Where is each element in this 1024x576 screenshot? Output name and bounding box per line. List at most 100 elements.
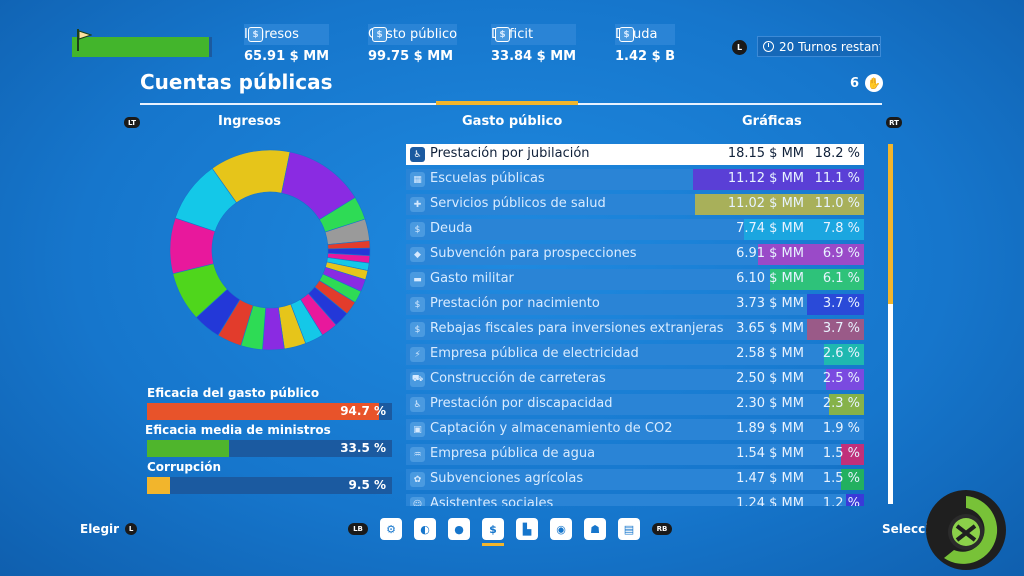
spending-percent: 7.8 % <box>822 221 860 236</box>
clock-icon <box>763 41 774 52</box>
spending-bar <box>694 194 864 215</box>
spending-icon: $ <box>372 27 387 42</box>
spending-row[interactable]: ☺ Asistentes sociales 1.24 $ MM 1.2 % <box>406 494 864 506</box>
spending-name: Deuda <box>430 221 473 236</box>
choose-hint: Elegir L <box>80 522 138 536</box>
spending-row[interactable]: $ Prestación por nacimiento 3.73 $ MM 3.7 % <box>406 294 864 315</box>
spending-name: Gasto militar <box>430 271 514 286</box>
spending-bar <box>845 494 864 506</box>
spending-bar <box>744 219 864 240</box>
spending-row[interactable]: $ Rebajas fiscales para inversiones extra… <box>406 319 864 340</box>
spending-row[interactable]: ▦ Escuelas públicas 11.12 $ MM 11.1 % <box>406 169 864 190</box>
category-tab-icon[interactable]: ◐ <box>414 518 436 540</box>
spending-amount: 2.58 $ MM <box>736 346 804 361</box>
spending-amount: 1.89 $ MM <box>736 421 804 436</box>
spending-percent: 11.0 % <box>814 196 860 211</box>
notification-counter[interactable]: 6 ✋ <box>850 74 884 92</box>
spending-row[interactable]: ▬ Gasto militar 6.10 $ MM 6.1 % <box>406 269 864 290</box>
spending-amount: 1.47 $ MM <box>736 471 804 486</box>
spending-percent: 2.5 % <box>822 371 860 386</box>
scrollbar-track[interactable] <box>888 144 893 504</box>
spending-name: Rebajas fiscales para inversiones extran… <box>430 321 724 336</box>
spending-bar <box>770 269 864 290</box>
rb-button-icon[interactable]: RB <box>652 523 672 535</box>
income-icon: $ <box>248 27 263 42</box>
spending-bar <box>757 244 864 265</box>
spending-row[interactable]: ⛟ Construcción de carreteras 2.50 $ MM 2.5 … <box>406 369 864 390</box>
scrollbar-thumb[interactable] <box>888 144 893 304</box>
debt-icon: $ <box>619 27 634 42</box>
spending-percent: 2.6 % <box>822 346 860 361</box>
category-tab-icon[interactable]: ◉ <box>550 518 572 540</box>
lt-button-icon[interactable]: LT <box>124 117 140 128</box>
stat-value: 99.75 $ MM <box>368 49 454 64</box>
spending-percent: 6.1 % <box>822 271 860 286</box>
column-graficas[interactable]: Gráficas <box>742 114 802 129</box>
stat-value: 1.42 $ B <box>615 49 676 64</box>
spending-row[interactable]: ◆ Subvención para prospecciones 6.91 $ MM 6… <box>406 244 864 265</box>
page-title: Cuentas públicas <box>140 70 333 94</box>
spending-category-icon: $ <box>410 222 425 237</box>
category-tab-icon[interactable]: ● <box>448 518 470 540</box>
spending-row[interactable]: ⚡ Empresa pública de electricidad 2.58 $ M… <box>406 344 864 365</box>
spending-category-icon: ⚡ <box>410 347 425 362</box>
xbox-achievements-logo <box>926 490 1006 570</box>
spending-row[interactable]: ♿ Prestación por jubilación 18.15 $ MM 18.2… <box>406 144 864 165</box>
category-tab-icon[interactable]: ▙ <box>516 518 538 540</box>
counter-value: 6 <box>850 75 860 91</box>
spending-category-icon: ♒ <box>410 447 425 462</box>
spending-percent: 3.7 % <box>822 321 860 336</box>
active-column-indicator <box>436 101 578 105</box>
metric-value: 33.5 % <box>340 441 386 455</box>
spending-name: Empresa pública de electricidad <box>430 346 639 361</box>
lb-button-icon[interactable]: LB <box>348 523 368 535</box>
spending-amount: 1.54 $ MM <box>736 446 804 461</box>
spending-amount: 18.15 $ MM <box>727 146 804 161</box>
stat-value: 65.91 $ MM <box>244 49 330 64</box>
progress-fill <box>72 37 210 57</box>
spending-category-icon: ◆ <box>410 247 425 262</box>
spending-category-icon: ✚ <box>410 197 425 212</box>
spending-percent: 18.2 % <box>814 146 860 161</box>
spending-amount: 6.10 $ MM <box>736 271 804 286</box>
column-gasto-publico[interactable]: Gasto público <box>462 114 563 129</box>
choose-label: Elegir <box>80 522 120 536</box>
spending-bar <box>825 369 864 390</box>
spending-name: Empresa pública de agua <box>430 446 596 461</box>
spending-row[interactable]: ♿ Prestación por discapacidad 2.30 $ MM 2.3… <box>406 394 864 415</box>
turns-button-icon[interactable]: L <box>732 40 747 55</box>
spending-amount: 6.91 $ MM <box>736 246 804 261</box>
category-tab-icon[interactable]: ☗ <box>584 518 606 540</box>
spending-category-icon: ✿ <box>410 472 425 487</box>
spending-name: Captación y almacenamiento de CO2 <box>430 421 673 436</box>
income-donut-chart <box>169 149 371 351</box>
spending-percent: 3.7 % <box>822 296 860 311</box>
l-button-icon: L <box>125 523 138 535</box>
turns-text: 20 Turnos restant <box>779 39 881 54</box>
spending-bar <box>824 344 864 365</box>
stat-value: 33.84 $ MM <box>491 49 577 64</box>
spending-name: Subvención para prospecciones <box>430 246 637 261</box>
spending-row[interactable]: ▣ Captación y almacenamiento de CO2 1.89 $… <box>406 419 864 440</box>
spending-list: ♿ Prestación por jubilación 18.15 $ MM 18.2… <box>406 144 864 506</box>
spending-name: Subvenciones agrícolas <box>430 471 584 486</box>
spending-bar <box>840 444 864 465</box>
spending-name: Asistentes sociales <box>430 496 554 506</box>
spending-name: Prestación por nacimiento <box>430 296 600 311</box>
column-ingresos[interactable]: Ingresos <box>218 114 282 129</box>
category-tab-icon[interactable]: ⚙ <box>380 518 402 540</box>
spending-amount: 3.65 $ MM <box>736 321 804 336</box>
stat-gasto: $ Gasto público 99.75 $ MM <box>368 24 458 64</box>
donut-slice <box>281 151 356 220</box>
category-tab-icon[interactable]: $ <box>482 518 504 546</box>
spending-row[interactable]: ✚ Servicios públicos de salud 11.02 $ MM 11… <box>406 194 864 215</box>
rt-button-icon[interactable]: RT <box>886 117 902 128</box>
spending-category-icon: $ <box>410 297 425 312</box>
category-tab-icon[interactable]: ▤ <box>618 518 640 540</box>
flag-icon <box>77 29 92 51</box>
spending-name: Prestación por jubilación <box>430 146 590 161</box>
spending-row[interactable]: $ Deuda 7.74 $ MM 7.8 % <box>406 219 864 240</box>
spending-row[interactable]: ✿ Subvenciones agrícolas 1.47 $ MM 1.5 % <box>406 469 864 490</box>
spending-row[interactable]: ♒ Empresa pública de agua 1.54 $ MM 1.5 % <box>406 444 864 465</box>
spending-percent: 1.9 % <box>822 421 860 436</box>
